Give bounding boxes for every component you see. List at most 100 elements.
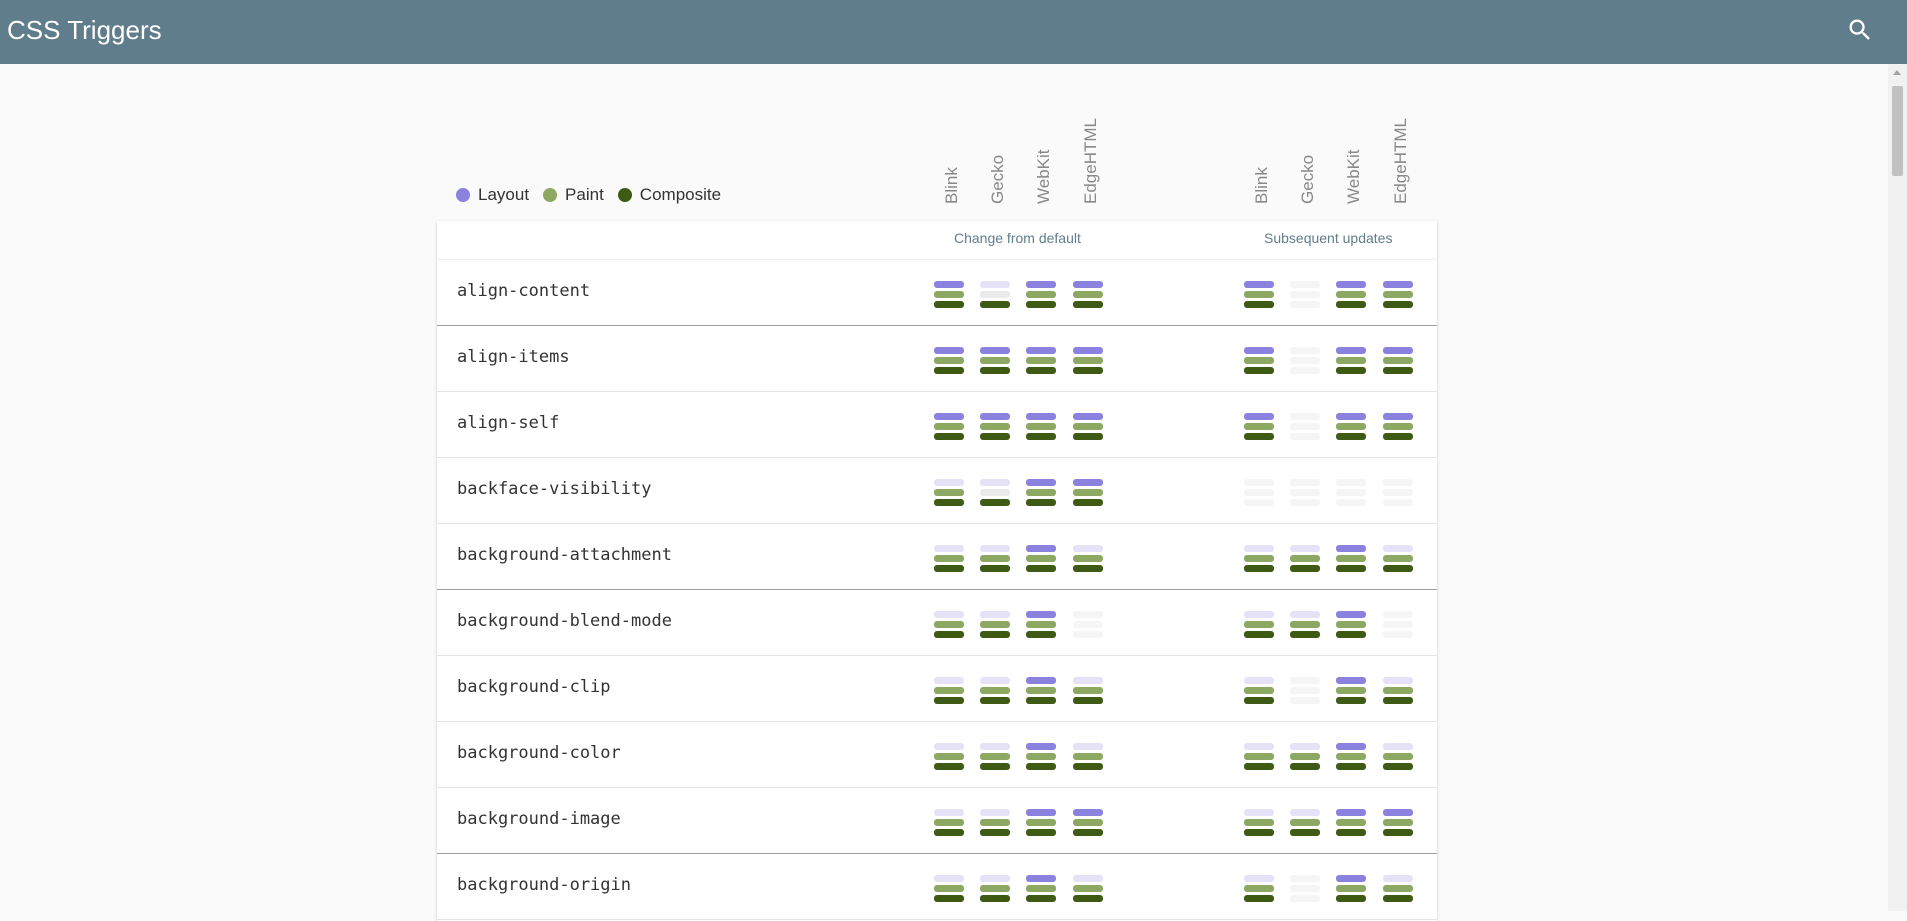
table-row[interactable]: background-color	[437, 721, 1437, 788]
layout-bar	[980, 875, 1010, 882]
layout-bar	[1026, 347, 1056, 354]
layout-bar	[1336, 479, 1366, 486]
table-row[interactable]: align-self	[437, 391, 1437, 458]
engine-header-blink: Blink	[1252, 167, 1271, 204]
paint-bar	[1244, 885, 1274, 892]
paint-bar	[1026, 423, 1056, 430]
composite-bar	[1244, 829, 1274, 836]
paint-bar	[1073, 621, 1103, 628]
composite-bar	[1290, 631, 1320, 638]
composite-bar	[980, 895, 1010, 902]
paint-bar	[1383, 885, 1413, 892]
layout-bar	[1244, 347, 1274, 354]
layout-bar	[1244, 413, 1274, 420]
layout-bar	[1073, 677, 1103, 684]
table-row[interactable]: background-image	[437, 787, 1437, 854]
paint-bar	[1383, 687, 1413, 694]
scrollbar-thumb[interactable]	[1892, 86, 1903, 176]
composite-bar	[1336, 367, 1366, 374]
composite-bar	[1290, 763, 1320, 770]
paint-bar	[1383, 819, 1413, 826]
property-name: backface-visibility	[457, 479, 652, 499]
composite-bar	[1290, 367, 1320, 374]
property-name: align-items	[457, 347, 570, 367]
composite-bar	[1383, 433, 1413, 440]
paint-bar	[1336, 489, 1366, 496]
layout-bar	[1383, 413, 1413, 420]
app-title: CSS Triggers	[7, 15, 162, 45]
table-row[interactable]: align-items	[437, 325, 1437, 392]
layout-bar	[934, 347, 964, 354]
paint-bar	[934, 885, 964, 892]
paint-bar	[1026, 885, 1056, 892]
paint-bar	[934, 489, 964, 496]
layout-bar	[980, 545, 1010, 552]
paint-bar	[1244, 687, 1274, 694]
layout-bar	[934, 743, 964, 750]
triggers-table: Change from default Subsequent updates a…	[437, 221, 1437, 921]
paint-bar	[1244, 489, 1274, 496]
scroll-up-arrow-icon[interactable]	[1893, 70, 1901, 75]
layout-bar	[1336, 281, 1366, 288]
composite-bar	[1290, 697, 1320, 704]
layout-bar	[1073, 809, 1103, 816]
paint-bar	[980, 291, 1010, 298]
layout-bar	[980, 281, 1010, 288]
layout-bar	[1073, 413, 1103, 420]
composite-bar	[1026, 565, 1056, 572]
composite-bar	[1244, 697, 1274, 704]
composite-bar	[1026, 367, 1056, 374]
paint-bar	[1290, 621, 1320, 628]
engine-header-webkit: WebKit	[1344, 149, 1363, 205]
paint-bar	[934, 357, 964, 364]
composite-bar	[1026, 829, 1056, 836]
layout-bar	[980, 413, 1010, 420]
scrollbar[interactable]	[1888, 64, 1907, 911]
table-row[interactable]: backface-visibility	[437, 457, 1437, 524]
layout-bar	[1290, 281, 1320, 288]
table-row[interactable]: background-blend-mode	[437, 589, 1437, 656]
composite-bar	[1383, 829, 1413, 836]
paint-bar	[1336, 291, 1366, 298]
composite-bar	[1026, 433, 1056, 440]
composite-bar	[1383, 565, 1413, 572]
layout-bar	[1073, 611, 1103, 618]
layout-bar	[1026, 809, 1056, 816]
paint-bar	[1290, 687, 1320, 694]
table-row[interactable]: background-origin	[437, 853, 1437, 920]
composite-bar	[1244, 763, 1274, 770]
table-row[interactable]: align-content	[437, 259, 1437, 326]
table-row[interactable]: background-attachment	[437, 523, 1437, 590]
engine-header-gecko: Gecko	[988, 154, 1007, 204]
composite-bar	[934, 895, 964, 902]
paint-bar	[1026, 555, 1056, 562]
composite-bar	[934, 631, 964, 638]
layout-bar	[934, 809, 964, 816]
composite-bar	[1290, 829, 1320, 836]
layout-bar	[1026, 677, 1056, 684]
composite-bar	[1026, 895, 1056, 902]
paint-bar	[1026, 753, 1056, 760]
composite-bar	[1026, 763, 1056, 770]
composite-bar	[934, 565, 964, 572]
table-row[interactable]: background-clip	[437, 655, 1437, 722]
composite-bar	[934, 433, 964, 440]
paint-bar	[980, 357, 1010, 364]
legend: Layout Paint Composite	[456, 183, 735, 207]
layout-bar	[1290, 347, 1320, 354]
composite-bar	[1336, 829, 1366, 836]
composite-bar	[1244, 631, 1274, 638]
layout-bar	[1026, 413, 1056, 420]
app-bar: CSS Triggers	[0, 0, 1907, 64]
composite-bar	[1244, 499, 1274, 506]
composite-bar	[1336, 499, 1366, 506]
property-name: background-color	[457, 743, 621, 763]
layout-bar	[934, 677, 964, 684]
composite-bar	[1026, 697, 1056, 704]
composite-bar	[1244, 433, 1274, 440]
group-label-updates: Subsequent updates	[1264, 230, 1393, 246]
paint-bar	[1383, 357, 1413, 364]
search-icon[interactable]	[1846, 16, 1874, 44]
composite-bar	[1073, 367, 1103, 374]
paint-bar	[1026, 687, 1056, 694]
